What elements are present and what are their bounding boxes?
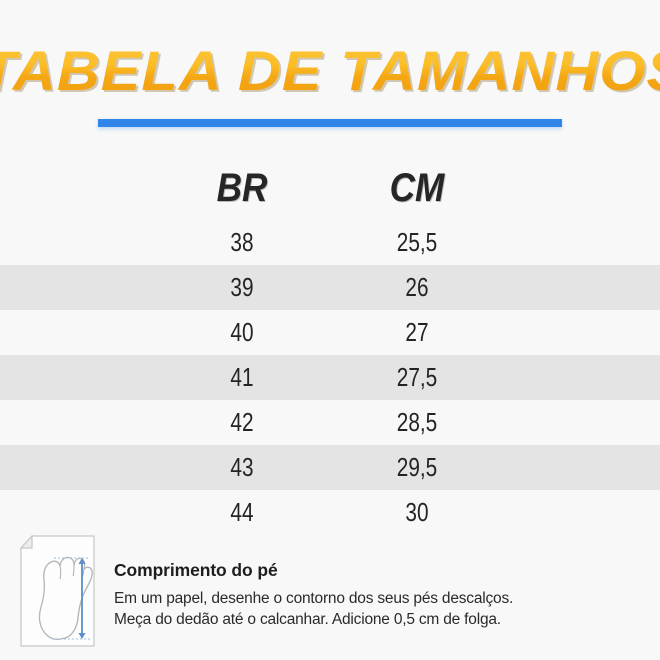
- cell-cm: 27,5: [396, 362, 438, 392]
- table-row: 38 25,5: [0, 220, 660, 265]
- table-row: 39 26: [0, 265, 660, 310]
- page-title-container: TABELA DE TAMANHOS: [0, 42, 660, 100]
- cell-br: 38: [230, 227, 254, 257]
- table-header-row: BR CM: [0, 148, 660, 220]
- cell-br: 42: [230, 407, 254, 437]
- cell-cm: 27: [405, 317, 429, 347]
- foot-measure-diagram: [8, 532, 102, 650]
- cell-cm: 30: [405, 497, 429, 527]
- cell-cm: 28,5: [396, 407, 438, 437]
- cell-br: 43: [230, 452, 254, 482]
- table-row: 40 27: [0, 310, 660, 355]
- cell-cm: 25,5: [396, 227, 438, 257]
- cell-br: 44: [230, 497, 254, 527]
- cell-cm: 26: [405, 272, 429, 302]
- footer-instructions: Comprimento do pé Em um papel, desenhe o…: [0, 528, 660, 660]
- cell-br: 39: [230, 272, 254, 302]
- footer-heading: Comprimento do pé: [114, 560, 278, 580]
- table-row: 43 29,5: [0, 445, 660, 490]
- footer-line-2: Meça do dedão até o calcanhar. Adicione …: [114, 611, 501, 628]
- table-row: 42 28,5: [0, 400, 660, 445]
- footer-line-1: Em um papel, desenhe o contorno dos seus…: [114, 590, 514, 607]
- size-table: BR CM 38 25,5 39 26 40 27 41 27,5 42 28,…: [0, 148, 660, 535]
- footer-text-block: Comprimento do pé Em um papel, desenhe o…: [114, 560, 513, 630]
- cell-br: 41: [230, 362, 254, 392]
- cell-br: 40: [230, 317, 254, 347]
- blue-divider: [98, 119, 562, 127]
- column-header-br: BR: [216, 166, 268, 210]
- page-title: TABELA DE TAMANHOS: [0, 42, 660, 100]
- table-row: 41 27,5: [0, 355, 660, 400]
- table-row: 44 30: [0, 490, 660, 535]
- column-header-cm: CM: [389, 166, 445, 210]
- cell-cm: 29,5: [396, 452, 438, 482]
